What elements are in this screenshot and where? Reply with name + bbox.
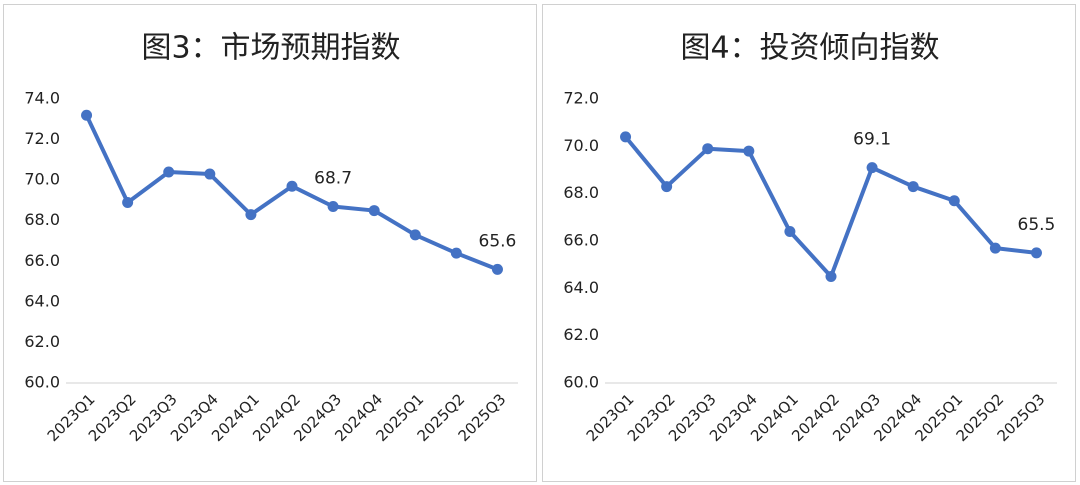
- y-tick-label: 66.0: [563, 231, 599, 250]
- y-tick-label: 62.0: [563, 325, 599, 344]
- marker: [368, 205, 380, 217]
- y-tick-label: 68.0: [24, 210, 60, 229]
- data-label: 65.6: [479, 231, 517, 251]
- y-tick-label: 70.0: [563, 136, 599, 155]
- y-tick-label: 66.0: [24, 251, 60, 270]
- chart-title: 图3：市场预期指数: [141, 31, 400, 66]
- y-tick-label: 68.0: [563, 183, 599, 202]
- marker: [743, 145, 755, 157]
- data-label: 69.1: [853, 130, 891, 150]
- marker: [450, 247, 462, 259]
- marker: [620, 131, 632, 143]
- chart: 图3：市场预期指数 60.0 62.0 64.0 66.0 68.0 70.0 72.0 74.…: [3, 4, 537, 482]
- marker: [1030, 247, 1042, 259]
- marker: [784, 226, 796, 238]
- marker: [866, 162, 878, 174]
- marker: [122, 196, 134, 208]
- y-tick-label: 64.0: [24, 291, 60, 310]
- marker: [204, 168, 216, 180]
- marker: [81, 109, 93, 121]
- y-tick-label: 74.0: [24, 89, 60, 108]
- y-tick-label: 62.0: [24, 332, 60, 351]
- line: [624, 135, 1037, 279]
- marker: [661, 181, 673, 193]
- y-tick-label: 72.0: [563, 89, 599, 108]
- marker: [245, 209, 257, 221]
- data-label: 68.7: [314, 169, 352, 189]
- marker: [327, 201, 339, 213]
- chart: 图4：投资倾向指数60.062.064.066.068.070.072.0202…: [542, 4, 1076, 482]
- data-label: 65.5: [1018, 215, 1056, 235]
- line: [84, 114, 499, 272]
- marker: [286, 180, 298, 192]
- y-tick-label: 70.0: [24, 170, 60, 189]
- y-tick-label: 60.0: [563, 373, 599, 392]
- marker: [989, 242, 1001, 254]
- y-tick-label: 72.0: [24, 129, 60, 148]
- y-tick-label: 60.0: [24, 373, 60, 392]
- marker: [948, 195, 960, 207]
- y-tick-label: 64.0: [563, 278, 599, 297]
- marker: [702, 143, 714, 155]
- marker: [491, 263, 503, 275]
- marker: [163, 166, 175, 178]
- marker: [825, 271, 837, 282]
- marker: [907, 181, 919, 193]
- marker: [409, 229, 421, 241]
- chart-title: 图4：投资倾向指数: [680, 31, 939, 66]
